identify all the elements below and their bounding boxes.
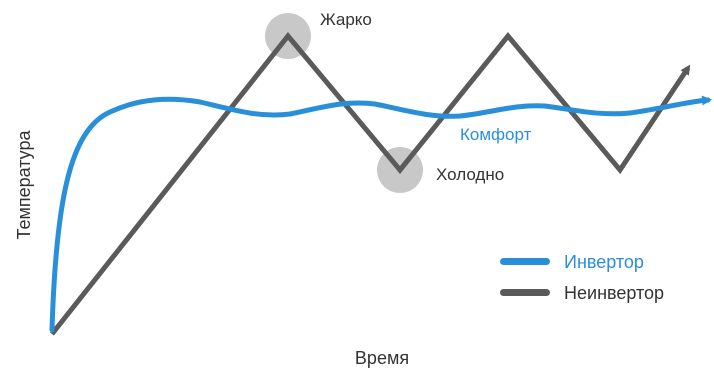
y-axis-label: Температура [14,130,34,240]
series-line-inverter [49,95,712,333]
legend-swatch-noninverter [500,289,550,296]
legend-swatch-inverter [500,258,550,265]
hot-annotation-label: Жарко [320,10,372,29]
legend-label-noninverter: Неинвертор [564,283,664,303]
cold-annotation-label: Холодно [436,165,504,184]
legend: Инвертор Неинвертор [500,252,664,303]
legend-label-inverter: Инвертор [564,252,644,272]
x-axis-label: Время [355,348,409,368]
series-line-noninverter [50,32,691,336]
comfort-annotation-label: Комфорт [460,125,532,144]
